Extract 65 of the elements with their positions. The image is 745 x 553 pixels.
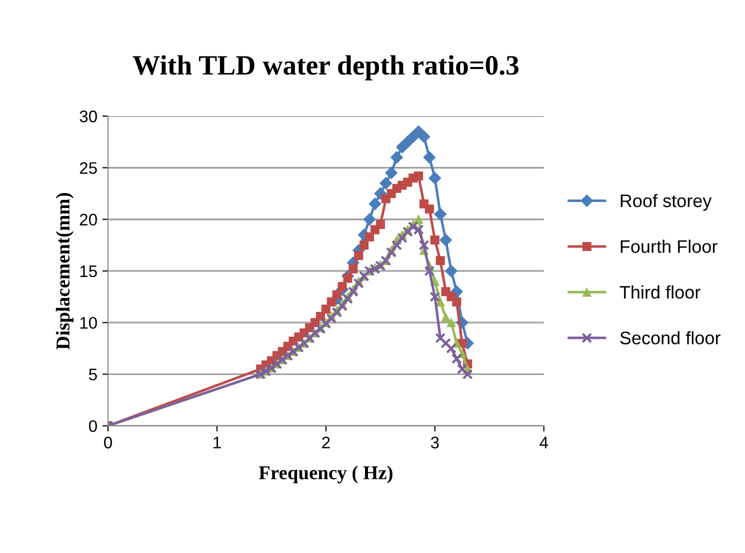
legend-label: Third floor — [620, 285, 700, 299]
point — [424, 266, 435, 276]
point — [353, 278, 364, 289]
legend-label: Second floor — [620, 331, 720, 344]
y-axis-title: Displacement(mm) — [56, 192, 74, 350]
y-tick-label: 5 — [89, 368, 97, 380]
point — [446, 318, 456, 328]
point — [354, 250, 364, 260]
point — [360, 240, 369, 250]
point — [396, 232, 408, 244]
point — [391, 240, 402, 250]
point — [440, 234, 452, 246]
point — [424, 204, 434, 214]
legend-label: Fourth Floor — [620, 240, 718, 253]
point — [332, 306, 342, 318]
point — [385, 166, 398, 180]
point — [462, 368, 473, 380]
point — [414, 214, 424, 224]
point — [390, 151, 403, 164]
point — [337, 300, 348, 312]
y-tick-label: 25 — [80, 162, 97, 174]
legend-label: Roof storey — [620, 194, 712, 211]
point — [434, 208, 447, 220]
y-tick-label: 20 — [80, 214, 97, 226]
y-tick-label: 0 — [88, 420, 97, 432]
point — [408, 221, 418, 232]
x-tick-label: 3 — [430, 436, 439, 448]
point — [348, 286, 358, 297]
y-tick-label: 15 — [80, 266, 97, 278]
point — [430, 235, 440, 245]
point — [380, 176, 392, 190]
point — [338, 282, 347, 291]
point — [365, 232, 374, 242]
point — [444, 264, 458, 278]
x-tick-label: 1 — [214, 436, 221, 448]
y-tick-label: 30 — [80, 110, 97, 122]
point — [326, 313, 337, 324]
point — [428, 172, 442, 184]
x-tick-label: 2 — [322, 436, 330, 448]
x-tick-label: 4 — [540, 436, 548, 448]
point — [332, 290, 342, 300]
point — [423, 151, 436, 164]
point — [348, 264, 358, 274]
point — [418, 240, 430, 250]
point — [342, 294, 354, 304]
point — [376, 220, 385, 230]
point — [440, 338, 452, 349]
point — [452, 297, 462, 306]
chart-title: With TLD water depth ratio=0.3 — [132, 55, 519, 80]
point — [436, 256, 445, 266]
point — [368, 198, 382, 210]
point — [343, 274, 352, 283]
x-axis-title: Frequency ( Hz) — [258, 466, 392, 484]
point — [451, 353, 462, 364]
y-tick-label: 10 — [80, 316, 97, 329]
point — [430, 292, 440, 302]
point — [446, 343, 457, 354]
point — [363, 213, 376, 226]
point — [435, 332, 446, 344]
point — [418, 130, 430, 144]
point — [386, 247, 397, 258]
x-tick-label: 0 — [104, 436, 112, 448]
point — [321, 304, 330, 314]
point — [326, 297, 336, 306]
point — [414, 171, 424, 181]
